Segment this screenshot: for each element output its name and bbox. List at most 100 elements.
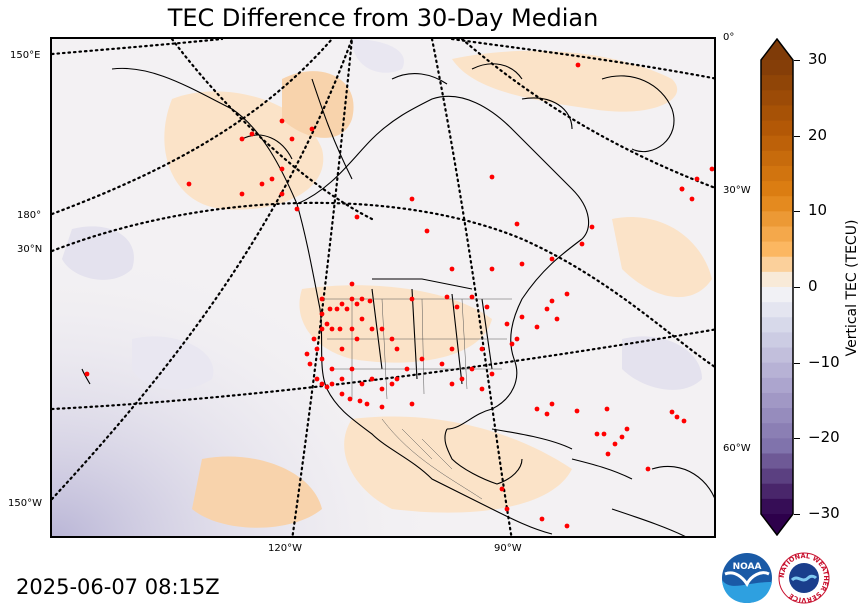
colorbar-tick-label: 30 [808,50,828,68]
gnss-station-marker [504,506,510,512]
gnss-station-marker [679,186,685,192]
gnss-station-marker [489,174,495,180]
gnss-station-marker [369,376,375,382]
gnss-station-marker [394,346,400,352]
gnss-station-marker [594,431,600,437]
gnss-station-marker [504,321,510,327]
gnss-station-marker [279,191,285,197]
gnss-station-marker [554,316,560,322]
noaa-logo: NOAA [722,553,772,603]
colorbar-tick-label: 20 [808,125,828,144]
colorbar-tick-mark [794,438,800,440]
gnss-station-marker [319,326,325,332]
colorbar-band [761,498,793,515]
gnss-station-marker [319,296,325,302]
gnss-station-marker [357,398,363,404]
gnss-station-marker [409,401,415,407]
colorbar-band [761,256,793,273]
gnss-station-marker [539,516,545,522]
gnss-station-marker [601,431,607,437]
colorbar-band [761,392,793,409]
gnss-station-marker [709,166,714,172]
gnss-station-marker [619,434,625,440]
svg-text:NOAA: NOAA [733,562,762,572]
label-90w: 90°W [494,543,522,554]
gnss-station-marker [279,166,285,172]
gnss-station-marker [689,196,695,202]
gnss-station-marker [329,381,335,387]
gnss-station-marker [469,294,475,300]
gnss-station-marker [339,346,345,352]
gnss-station-marker [347,396,353,402]
state-borders [322,298,512,500]
gnss-station-marker [489,266,495,272]
gnss-station-marker [509,341,515,347]
label-180: 180° [17,210,42,221]
colorbar-band [761,468,793,485]
tec-map [52,39,714,536]
gnss-station-marker [444,294,450,300]
gnss-station-marker [314,346,320,352]
gnss-station-marker [349,296,355,302]
gnss-station-marker [549,401,555,407]
gnss-station-marker [424,228,430,234]
gnss-station-marker [349,326,355,332]
gnss-station-marker [354,214,360,220]
gnss-station-marker [304,351,310,357]
gnss-station-marker [534,324,540,330]
gnss-station-marker [279,118,285,124]
gnss-station-marker [469,366,475,372]
gnss-station-marker [359,296,365,302]
gnss-station-marker [514,336,520,342]
gnss-station-marker [339,391,345,397]
colorbar-band [761,150,793,167]
gnss-station-marker [186,181,192,187]
gnss-station-marker [349,281,355,287]
gnss-station-marker [327,306,333,312]
colorbar-tick-label: −30 [808,504,840,522]
label-30w: 30°W [723,185,751,196]
label-60w: 60°W [723,443,751,454]
label-30n: 30°N [17,244,43,255]
gnss-station-marker [489,371,495,377]
graticule [52,39,714,536]
gnss-station-marker [311,336,317,342]
gnss-station-marker [544,411,550,417]
label-150e: 150°E [10,50,41,61]
gnss-station-marker [359,381,365,387]
gnss-station-marker [624,426,630,432]
gnss-station-marker [294,206,300,212]
gnss-station-marker [479,346,485,352]
gnss-station-marker [605,451,611,457]
gnss-station-marker [394,376,400,382]
gnss-station-marker [329,326,335,332]
colorbar-band [761,75,793,91]
gnss-station-marker [269,176,275,182]
gnss-station-marker [454,304,460,310]
gnss-station-marker [479,386,485,392]
gnss-station-marker [319,356,325,362]
gnss-station-marker [369,326,375,332]
gnss-station-marker [544,306,550,312]
gnss-station-marker [319,381,325,387]
colorbar-tick-label: 10 [808,201,828,220]
colorbar-tick-mark [794,287,800,288]
colorbar-tick-mark [794,362,800,364]
colorbar-band [761,120,793,137]
gnss-station-marker [459,376,465,382]
gnss-station-marker [449,381,455,387]
colorbar-band [761,211,793,227]
gnss-station-marker [339,376,345,382]
colorbar-band [761,347,793,364]
gnss-station-marker [694,176,700,182]
colorbar [760,38,794,536]
colorbar-band [761,438,793,454]
gnss-stations [84,62,714,529]
gnss-station-marker [329,366,335,372]
map-panel[interactable] [50,37,716,538]
gnss-station-marker [534,406,540,412]
gnss-station-marker [575,62,581,68]
colorbar-band [761,483,793,500]
gnss-station-marker [307,361,313,367]
gnss-station-marker [612,441,618,447]
